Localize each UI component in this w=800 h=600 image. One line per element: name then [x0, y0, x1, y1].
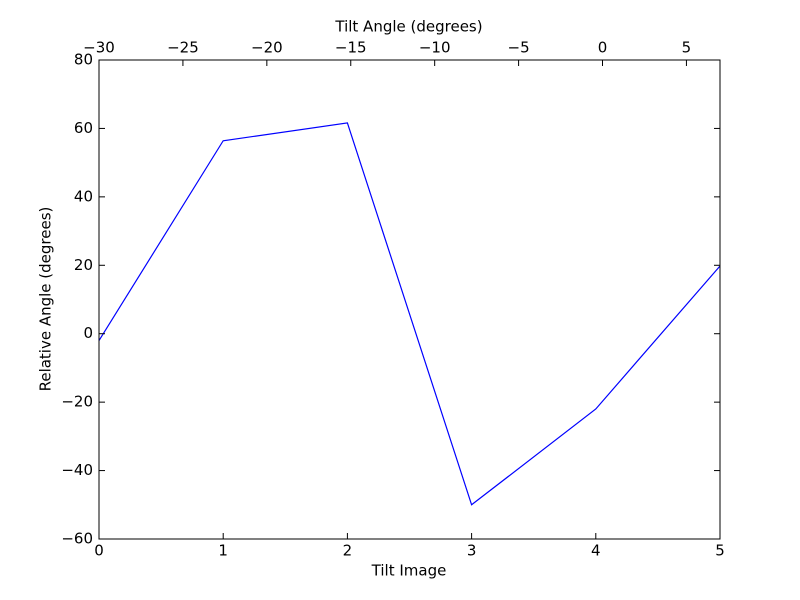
x2-tick-label: −10 — [419, 39, 451, 57]
x2-tick-label: −20 — [251, 39, 283, 57]
y-tick-label: −20 — [61, 393, 93, 411]
x2-tick-label: −25 — [167, 39, 199, 57]
x-tick-label: 4 — [591, 542, 601, 560]
y-tick-label: 60 — [74, 119, 93, 137]
y-tick-label: −60 — [61, 530, 93, 548]
y-tick-label: −40 — [61, 461, 93, 479]
x-tick-label: 3 — [467, 542, 477, 560]
x2-tick-label: −5 — [508, 39, 530, 57]
data-line — [98, 122, 721, 506]
plot-frame — [98, 59, 721, 540]
x-axis-label: Tilt Image — [371, 562, 447, 580]
x2-tick-label: 5 — [682, 39, 692, 57]
y-tick-label: 40 — [74, 187, 93, 205]
x-tick-label: 1 — [218, 542, 228, 560]
x2-tick-label: −30 — [83, 39, 115, 57]
x2-tick-label: 0 — [598, 39, 608, 57]
x-tick-label: 5 — [715, 542, 725, 560]
y-axis-label: Relative Angle (degrees) — [37, 207, 55, 392]
x2-tick-label: −15 — [335, 39, 367, 57]
y-tick-label: 20 — [74, 256, 93, 274]
x-tick-label: 2 — [343, 542, 353, 560]
y-tick-label: 80 — [74, 51, 93, 69]
y-tick-label: 0 — [83, 324, 93, 342]
x-tick-label: 0 — [94, 542, 104, 560]
x2-axis-label: Tilt Angle (degrees) — [334, 18, 482, 36]
